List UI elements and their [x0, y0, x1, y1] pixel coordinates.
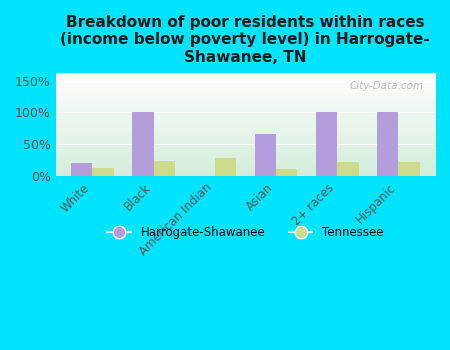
Bar [71, 163, 92, 176]
Bar [377, 112, 398, 176]
Bar [276, 169, 297, 176]
Bar [132, 112, 153, 176]
Bar [337, 162, 359, 176]
Title: Breakdown of poor residents within races
(income below poverty level) in Harroga: Breakdown of poor residents within races… [60, 15, 430, 65]
Bar [215, 159, 236, 176]
Bar [398, 162, 420, 176]
Text: City-Data.com: City-Data.com [350, 81, 423, 91]
Bar [153, 161, 175, 176]
Bar [316, 112, 337, 176]
Bar [255, 133, 276, 176]
Legend: Harrogate-Shawanee, Tennessee: Harrogate-Shawanee, Tennessee [103, 222, 388, 244]
Bar [92, 168, 114, 176]
